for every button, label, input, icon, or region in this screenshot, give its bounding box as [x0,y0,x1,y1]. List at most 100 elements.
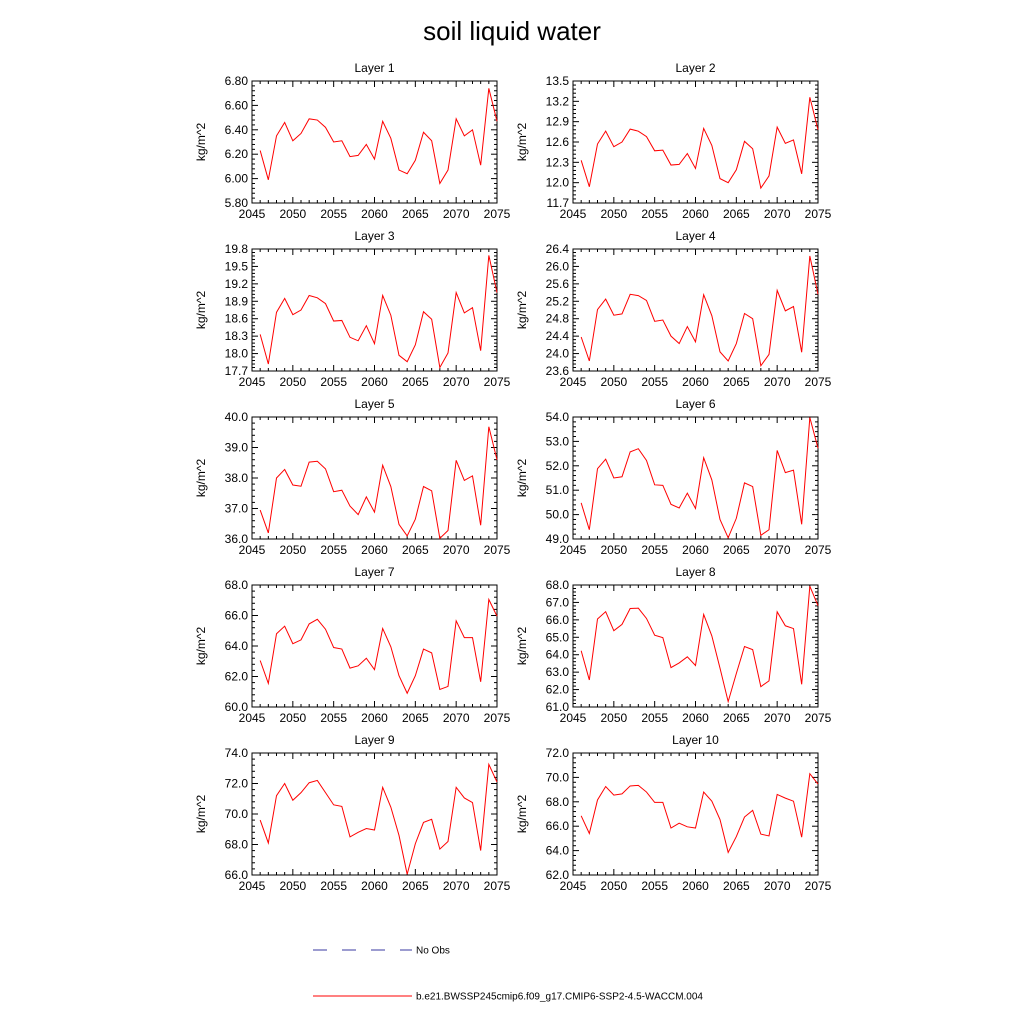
y-tick-label: 65.0 [546,630,570,644]
plot-frame [251,752,498,876]
plot-frame [572,752,819,876]
y-axis-label: kg/m^2 [515,291,529,330]
y-tick-label: 6.60 [225,98,249,112]
x-tick-label: 2055 [320,711,347,725]
panel-layer-9: Layer 9 kg/m^2 2045 2050 2055 2060 2065 2070 207… [194,733,511,893]
y-tick-label: 12.9 [546,115,570,129]
y-tick-label: 26.0 [546,259,570,273]
y-tick-label: 63.0 [546,665,570,679]
y-tick-label: 50.0 [546,508,570,522]
x-tick-label: 2060 [361,879,388,893]
x-tick-label: 2055 [641,207,668,221]
y-tick-label: 25.6 [546,277,570,291]
panel-title: Layer 8 [675,565,715,579]
y-tick-label: 17.7 [225,364,249,378]
x-tick-label: 2045 [239,879,266,893]
y-tick-label: 68.0 [225,838,249,852]
panel-title: Layer 2 [675,61,715,75]
y-tick-label: 13.2 [546,94,570,108]
x-tick-label: 2045 [239,207,266,221]
y-tick-label: 12.6 [546,135,570,149]
x-tick-label: 2065 [723,375,750,389]
y-tick-label: 38.0 [225,471,249,485]
y-tick-label: 19.5 [225,259,249,273]
y-tick-label: 67.0 [546,595,570,609]
y-tick-label: 12.3 [546,155,570,169]
x-tick-label: 2075 [484,879,511,893]
x-tick-label: 2070 [443,711,470,725]
x-tick-label: 2075 [805,207,832,221]
y-tick-label: 66.0 [225,868,249,882]
series-line [259,762,498,875]
y-tick-label: 68.0 [546,795,570,809]
x-tick-label: 2055 [320,375,347,389]
y-tick-label: 13.5 [546,74,570,88]
series-line [580,255,819,368]
x-tick-label: 2060 [361,711,388,725]
y-tick-label: 51.0 [546,483,570,497]
x-tick-label: 2060 [361,207,388,221]
y-tick-label: 18.6 [225,312,249,326]
x-tick-label: 2045 [560,543,587,557]
plot-frame [251,584,498,708]
x-tick-label: 2055 [641,879,668,893]
y-tick-label: 6.20 [225,147,249,161]
panel-title: Layer 10 [672,733,719,747]
y-tick-label: 12.0 [546,176,570,190]
y-tick-label: 64.0 [225,639,249,653]
x-tick-label: 2050 [600,375,627,389]
series-line [580,97,819,190]
x-tick-label: 2045 [560,879,587,893]
legend-model-label: b.e21.BWSSP245cmip6.f09_g17.CMIP6-SSP2-4… [416,992,703,1003]
x-tick-label: 2065 [723,207,750,221]
x-tick-label: 2070 [764,543,791,557]
x-tick-label: 2070 [764,375,791,389]
y-axis-label: kg/m^2 [515,459,529,498]
x-tick-label: 2070 [443,207,470,221]
series-line [259,426,498,540]
x-tick-label: 2060 [361,375,388,389]
x-tick-label: 2055 [320,207,347,221]
x-tick-label: 2075 [805,375,832,389]
x-tick-label: 2045 [560,711,587,725]
y-tick-label: 26.4 [546,242,570,256]
y-tick-label: 19.8 [225,242,249,256]
y-tick-label: 39.0 [225,441,249,455]
x-tick-label: 2045 [239,543,266,557]
x-tick-label: 2070 [764,711,791,725]
x-tick-label: 2075 [484,207,511,221]
y-tick-label: 52.0 [546,459,570,473]
y-tick-label: 37.0 [225,502,249,516]
y-tick-label: 74.0 [225,746,249,760]
panel-layer-10: Layer 10 kg/m^2 2045 2050 2055 2060 2065 2070 20… [515,733,832,893]
y-tick-label: 23.6 [546,364,570,378]
series-line [259,597,498,695]
x-tick-label: 2050 [600,711,627,725]
y-axis-label: kg/m^2 [515,795,529,834]
y-tick-label: 19.2 [225,277,249,291]
panel-layer-6: Layer 6 kg/m^2 2045 2050 2055 2060 2065 2070 207… [515,397,832,557]
panel-title: Layer 6 [675,397,715,411]
x-tick-label: 2070 [764,207,791,221]
y-tick-label: 62.0 [546,868,570,882]
series-line [259,88,498,185]
x-tick-label: 2055 [641,543,668,557]
x-tick-label: 2045 [239,711,266,725]
y-tick-label: 66.0 [546,613,570,627]
y-tick-label: 40.0 [225,410,249,424]
series-line [580,772,819,854]
y-tick-label: 18.3 [225,329,249,343]
panel-layer-1: Layer 1 kg/m^2 2045 2050 2055 2060 2065 2070 207… [194,61,511,221]
y-tick-label: 60.0 [225,700,249,714]
x-tick-label: 2075 [484,543,511,557]
x-tick-label: 2060 [682,375,709,389]
y-axis-label: kg/m^2 [194,795,208,834]
x-tick-label: 2050 [279,543,306,557]
x-tick-label: 2060 [682,879,709,893]
y-axis-label: kg/m^2 [194,123,208,162]
x-tick-label: 2065 [402,207,429,221]
x-tick-label: 2060 [682,711,709,725]
y-axis-label: kg/m^2 [515,627,529,666]
y-tick-label: 36.0 [225,532,249,546]
x-tick-label: 2070 [443,879,470,893]
